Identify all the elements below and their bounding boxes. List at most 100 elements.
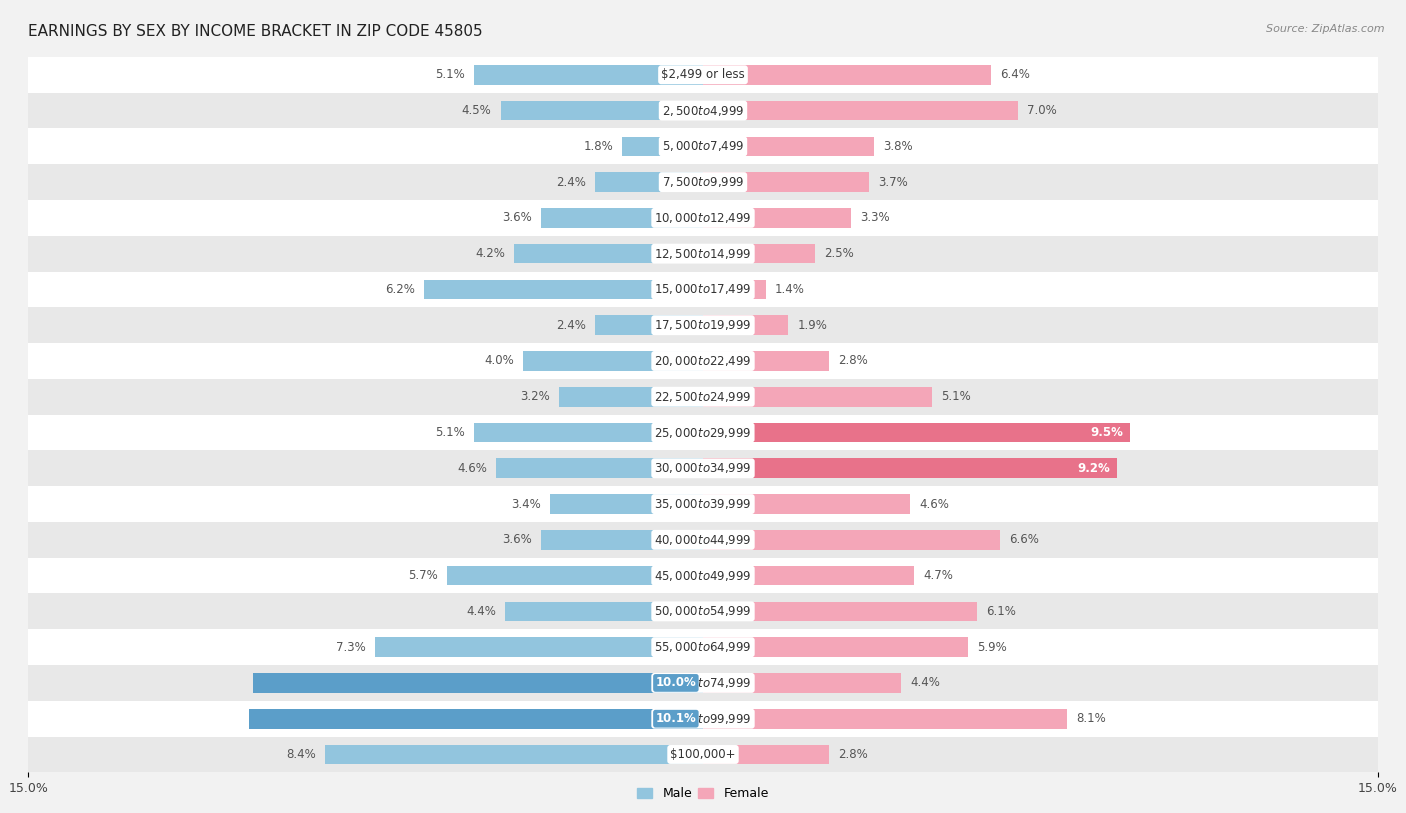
Text: 4.5%: 4.5% [461, 104, 492, 117]
Bar [595, 172, 703, 192]
Bar [253, 673, 703, 693]
Text: 3.8%: 3.8% [883, 140, 912, 153]
Text: 8.4%: 8.4% [287, 748, 316, 761]
Legend: Male, Female: Male, Female [633, 782, 773, 806]
Bar [447, 566, 703, 585]
Bar [28, 486, 1378, 522]
Bar [28, 450, 1378, 486]
Bar [703, 530, 1000, 550]
Bar [28, 128, 1378, 164]
Text: 3.6%: 3.6% [502, 211, 531, 224]
Bar [703, 709, 1067, 728]
Bar [28, 737, 1378, 772]
Text: 4.4%: 4.4% [910, 676, 939, 689]
Bar [505, 602, 703, 621]
Text: 1.4%: 1.4% [775, 283, 804, 296]
Text: $2,499 or less: $2,499 or less [661, 68, 745, 81]
Text: 4.6%: 4.6% [920, 498, 949, 511]
Text: 9.5%: 9.5% [1091, 426, 1123, 439]
Bar [703, 208, 852, 228]
Bar [541, 208, 703, 228]
Text: 3.6%: 3.6% [502, 533, 531, 546]
Text: $15,000 to $17,499: $15,000 to $17,499 [654, 282, 752, 297]
Text: $12,500 to $14,999: $12,500 to $14,999 [654, 246, 752, 261]
Bar [28, 522, 1378, 558]
Bar [28, 307, 1378, 343]
Text: 4.0%: 4.0% [484, 354, 515, 367]
Bar [703, 351, 830, 371]
Bar [550, 494, 703, 514]
Bar [703, 101, 1018, 120]
Bar [28, 93, 1378, 128]
Bar [703, 637, 969, 657]
Text: $5,000 to $7,499: $5,000 to $7,499 [662, 139, 744, 154]
Bar [621, 137, 703, 156]
Bar [28, 665, 1378, 701]
Text: 3.3%: 3.3% [860, 211, 890, 224]
Bar [703, 65, 991, 85]
Bar [325, 745, 703, 764]
Bar [474, 423, 703, 442]
Text: $45,000 to $49,999: $45,000 to $49,999 [654, 568, 752, 583]
Text: $75,000 to $99,999: $75,000 to $99,999 [654, 711, 752, 726]
Bar [28, 558, 1378, 593]
Text: 4.2%: 4.2% [475, 247, 505, 260]
Text: $25,000 to $29,999: $25,000 to $29,999 [654, 425, 752, 440]
Text: 1.8%: 1.8% [583, 140, 613, 153]
Text: 3.7%: 3.7% [879, 176, 908, 189]
Text: 2.8%: 2.8% [838, 354, 868, 367]
Text: 6.1%: 6.1% [987, 605, 1017, 618]
Text: $22,500 to $24,999: $22,500 to $24,999 [654, 389, 752, 404]
Bar [28, 379, 1378, 415]
Bar [541, 530, 703, 550]
Text: 1.9%: 1.9% [797, 319, 827, 332]
Text: $20,000 to $22,499: $20,000 to $22,499 [654, 354, 752, 368]
Text: 5.7%: 5.7% [408, 569, 437, 582]
Bar [28, 272, 1378, 307]
Text: $30,000 to $34,999: $30,000 to $34,999 [654, 461, 752, 476]
Text: 4.6%: 4.6% [457, 462, 486, 475]
Bar [515, 244, 703, 263]
Bar [595, 315, 703, 335]
Bar [501, 101, 703, 120]
Text: $10,000 to $12,499: $10,000 to $12,499 [654, 211, 752, 225]
Text: 3.2%: 3.2% [520, 390, 550, 403]
Text: 2.4%: 2.4% [557, 319, 586, 332]
Text: $50,000 to $54,999: $50,000 to $54,999 [654, 604, 752, 619]
Bar [703, 244, 815, 263]
Bar [28, 57, 1378, 93]
Bar [560, 387, 703, 406]
Text: 5.1%: 5.1% [434, 426, 464, 439]
Bar [703, 387, 932, 406]
Text: 5.1%: 5.1% [434, 68, 464, 81]
Bar [28, 343, 1378, 379]
Bar [28, 236, 1378, 272]
Text: 9.2%: 9.2% [1077, 462, 1111, 475]
Text: Source: ZipAtlas.com: Source: ZipAtlas.com [1267, 24, 1385, 34]
Text: 2.4%: 2.4% [557, 176, 586, 189]
Text: 6.4%: 6.4% [1000, 68, 1029, 81]
Text: $35,000 to $39,999: $35,000 to $39,999 [654, 497, 752, 511]
Bar [703, 280, 766, 299]
Bar [28, 164, 1378, 200]
Bar [703, 423, 1130, 442]
Bar [28, 415, 1378, 450]
Bar [249, 709, 703, 728]
Bar [474, 65, 703, 85]
Text: $17,500 to $19,999: $17,500 to $19,999 [654, 318, 752, 333]
Bar [28, 593, 1378, 629]
Text: $55,000 to $64,999: $55,000 to $64,999 [654, 640, 752, 654]
Bar [703, 137, 875, 156]
Text: $2,500 to $4,999: $2,500 to $4,999 [662, 103, 744, 118]
Text: 8.1%: 8.1% [1077, 712, 1107, 725]
Text: 7.3%: 7.3% [336, 641, 366, 654]
Bar [28, 701, 1378, 737]
Text: 4.7%: 4.7% [924, 569, 953, 582]
Text: 6.2%: 6.2% [385, 283, 415, 296]
Bar [374, 637, 703, 657]
Bar [28, 629, 1378, 665]
Bar [703, 494, 910, 514]
Text: 3.4%: 3.4% [512, 498, 541, 511]
Text: $65,000 to $74,999: $65,000 to $74,999 [654, 676, 752, 690]
Bar [523, 351, 703, 371]
